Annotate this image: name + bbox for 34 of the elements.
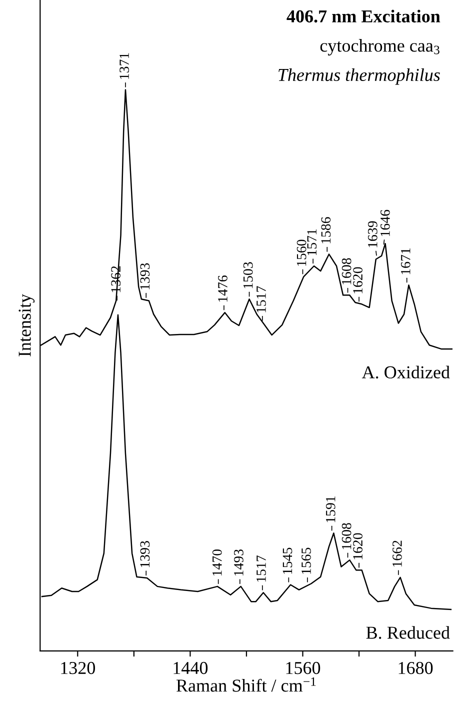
chart-title: 406.7 nm Excitation — [286, 10, 440, 23]
series-label: A. Oxidized — [362, 366, 450, 379]
annotation: 1639 — [368, 221, 378, 248]
annotation: 1620 — [353, 267, 362, 294]
annotation: 1493 — [234, 549, 244, 576]
annotation: 1560 — [296, 240, 306, 266]
annotation: 1608 — [342, 258, 352, 284]
annotation: 1671 — [400, 248, 410, 274]
annotation: 1393 — [140, 263, 150, 290]
annotation: 1371 — [120, 53, 129, 79]
x-tick-label: 1560 — [286, 662, 320, 674]
annotation: 1565 — [302, 548, 311, 574]
annotation: 1608 — [342, 523, 352, 550]
x-tick-label: 1680 — [398, 662, 433, 674]
annotation: 1517 — [256, 556, 266, 582]
annotation: 1503 — [243, 262, 253, 288]
annotation: 1591 — [326, 496, 336, 522]
annotation: 1571 — [307, 229, 317, 256]
annotation: 1545 — [282, 548, 292, 574]
annotation: 1393 — [140, 541, 150, 568]
x-tick-label: 1320 — [61, 662, 96, 674]
y-axis-title: Intensity — [18, 294, 35, 356]
series-label: B. Reduced — [366, 626, 450, 639]
annotation: 1620 — [353, 533, 362, 560]
annotation: 1586 — [321, 217, 331, 244]
text: Thermus thermophilus — [278, 68, 440, 85]
chart-subtitle: cytochrome caa$_{3}$ — [320, 39, 440, 56]
annotation: 1476 — [218, 275, 228, 302]
annotation: 1470 — [212, 549, 222, 576]
annotation: 1646 — [380, 210, 390, 236]
x-axis-title: Raman Shift / cm$^{−1}$ — [176, 677, 316, 692]
annotation: 1662 — [392, 540, 402, 567]
x-tick-label: 1440 — [174, 662, 208, 674]
annotation: 1517 — [256, 286, 266, 312]
